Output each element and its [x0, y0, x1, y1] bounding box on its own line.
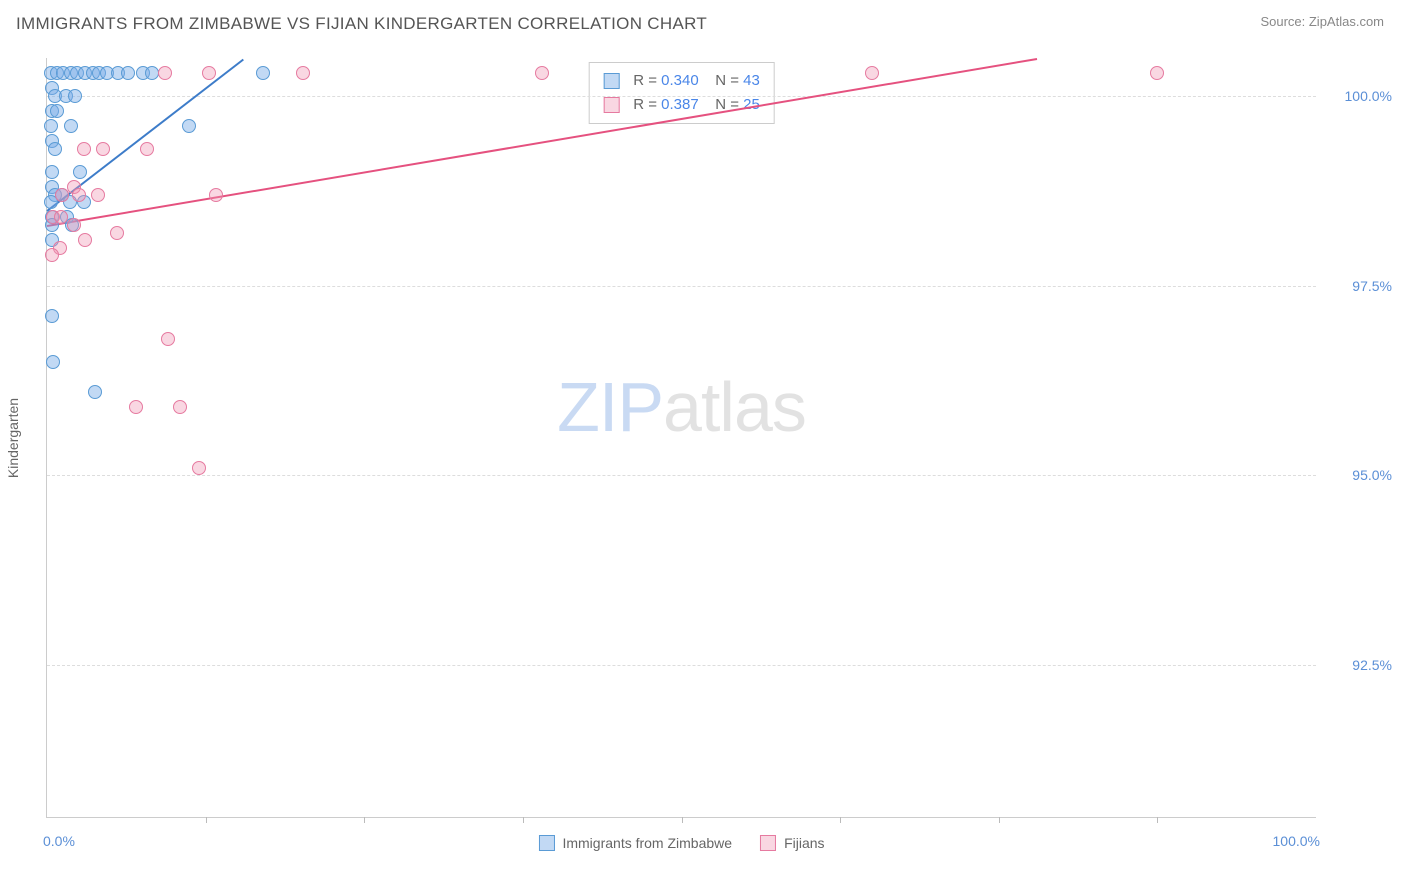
y-tick-label: 97.5%	[1322, 278, 1392, 294]
watermark-part-a: ZIP	[557, 368, 663, 446]
scatter-point	[129, 400, 143, 414]
gridline-h	[47, 286, 1316, 287]
scatter-point	[121, 66, 135, 80]
scatter-point	[192, 461, 206, 475]
y-tick-label: 95.0%	[1322, 467, 1392, 483]
legend: Immigrants from Zimbabwe Fijians	[538, 835, 824, 851]
scatter-point	[64, 119, 78, 133]
scatter-point	[45, 165, 59, 179]
scatter-point	[96, 142, 110, 156]
x-label-max: 100.0%	[1273, 833, 1320, 849]
gridline-h	[47, 475, 1316, 476]
x-tick	[364, 817, 365, 823]
trend-line	[47, 58, 1037, 227]
scatter-point	[72, 188, 86, 202]
scatter-point	[77, 142, 91, 156]
scatter-point	[45, 248, 59, 262]
source-label: Source: ZipAtlas.com	[1260, 14, 1384, 29]
watermark-part-b: atlas	[663, 368, 806, 446]
scatter-point	[209, 188, 223, 202]
x-tick	[840, 817, 841, 823]
x-tick	[206, 817, 207, 823]
legend-swatch-1	[538, 835, 554, 851]
scatter-point	[1150, 66, 1164, 80]
scatter-point	[535, 66, 549, 80]
y-axis-title: Kindergarten	[5, 397, 21, 477]
x-tick	[999, 817, 1000, 823]
scatter-point	[296, 66, 310, 80]
stats-box: R = 0.340 N = 43 R = 0.387 N = 25	[588, 62, 775, 124]
correlation-chart: Kindergarten ZIPatlas R = 0.340 N = 43 R…	[46, 58, 1316, 818]
scatter-point	[158, 66, 172, 80]
gridline-h	[47, 96, 1316, 97]
scatter-point	[140, 142, 154, 156]
x-label-min: 0.0%	[43, 833, 75, 849]
scatter-point	[73, 165, 87, 179]
chart-title: IMMIGRANTS FROM ZIMBABWE VS FIJIAN KINDE…	[16, 14, 707, 33]
scatter-point	[91, 188, 105, 202]
scatter-point	[48, 142, 62, 156]
scatter-point	[256, 66, 270, 80]
y-tick-label: 92.5%	[1322, 657, 1392, 673]
stats-swatch-1	[603, 73, 619, 89]
scatter-point	[202, 66, 216, 80]
scatter-point	[88, 385, 102, 399]
scatter-point	[44, 119, 58, 133]
scatter-point	[46, 355, 60, 369]
legend-item-1: Immigrants from Zimbabwe	[538, 835, 732, 851]
legend-item-2: Fijians	[760, 835, 824, 851]
scatter-point	[67, 218, 81, 232]
scatter-point	[54, 210, 68, 224]
scatter-point	[68, 89, 82, 103]
legend-label-2: Fijians	[784, 835, 824, 851]
watermark: ZIPatlas	[557, 367, 806, 447]
scatter-point	[50, 104, 64, 118]
scatter-point	[865, 66, 879, 80]
x-tick	[682, 817, 683, 823]
chart-header: IMMIGRANTS FROM ZIMBABWE VS FIJIAN KINDE…	[0, 0, 1406, 50]
scatter-point	[45, 309, 59, 323]
gridline-h	[47, 665, 1316, 666]
scatter-point	[182, 119, 196, 133]
legend-swatch-2	[760, 835, 776, 851]
stats-row-1: R = 0.340 N = 43	[603, 69, 760, 93]
x-tick	[1157, 817, 1158, 823]
stats-swatch-2	[603, 97, 619, 113]
scatter-point	[55, 188, 69, 202]
scatter-point	[173, 400, 187, 414]
scatter-point	[78, 233, 92, 247]
scatter-point	[161, 332, 175, 346]
y-tick-label: 100.0%	[1322, 88, 1392, 104]
legend-label-1: Immigrants from Zimbabwe	[562, 835, 732, 851]
scatter-point	[110, 226, 124, 240]
x-tick	[523, 817, 524, 823]
